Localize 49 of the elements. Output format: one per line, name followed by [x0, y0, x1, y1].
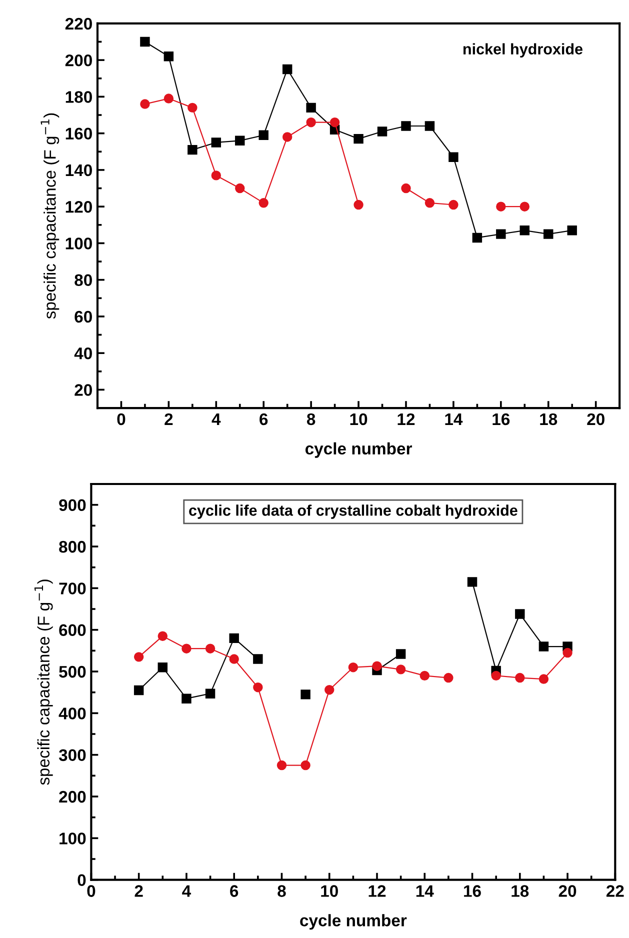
y-tick-label: 200: [59, 790, 86, 803]
x-tick-label: 16: [492, 413, 510, 426]
y-tick-label: 160: [66, 128, 92, 140]
y-tick-label: 100: [60, 832, 86, 844]
y-tick-label: 20: [74, 384, 92, 396]
x-tick-label: 12: [398, 413, 415, 425]
y-axis-title: specific capacitance (F g$^{−1}$): [34, 580, 53, 785]
y-tick-label: 400: [58, 708, 86, 720]
y-tick-label: 80: [74, 274, 92, 286]
y-tick-label: 100: [66, 238, 92, 250]
x-tick-label: 14: [416, 885, 434, 897]
y-tick-label: 180: [66, 91, 92, 103]
y-tick-label: 900: [59, 499, 86, 512]
y-tick-label: 500: [59, 666, 86, 678]
x-tick-label: 14: [445, 414, 463, 425]
x-axis-title: cycle number: [305, 442, 412, 458]
y-tick-label: 700: [59, 582, 86, 594]
x-tick-label: 8: [278, 885, 286, 897]
y-tick-label: 120: [66, 200, 92, 213]
y-tick-label: 300: [58, 749, 86, 762]
x-tick-label: 2: [134, 885, 143, 897]
x-tick-label: 4: [212, 414, 221, 425]
y-tick-label: 60: [74, 310, 92, 323]
y-tick-label: 220: [65, 18, 92, 30]
x-tick-label: 10: [321, 885, 338, 897]
x-tick-label: 16: [464, 885, 481, 897]
y-tick-label: 600: [59, 624, 86, 636]
y-tick-label: 800: [59, 540, 86, 553]
x-tick-label: 18: [540, 413, 558, 426]
x-axis-title: cycle number: [300, 914, 407, 930]
x-tick-label: 8: [306, 413, 316, 426]
x-tick-label: 20: [558, 885, 576, 897]
y-axis-title: specific capacitance (F g$^{−1}$): [40, 113, 60, 319]
x-tick-label: 2: [164, 413, 173, 425]
x-tick-label: 12: [368, 885, 386, 897]
x-tick-label: 18: [512, 885, 529, 897]
x-tick-label: 4: [182, 885, 192, 897]
x-tick-label: 0: [117, 413, 126, 426]
y-tick-label: 200: [65, 54, 92, 66]
x-tick-label: 6: [230, 885, 238, 897]
x-tick-label: 10: [350, 413, 368, 426]
x-tick-label: 22: [606, 885, 624, 897]
annotation: nickel hydroxide: [463, 43, 583, 58]
x-tick-label: 20: [587, 413, 604, 426]
x-tick-label: 6: [260, 413, 268, 426]
y-tick-label: 40: [74, 347, 92, 360]
y-tick-label: 140: [66, 164, 92, 176]
annotation: cyclic life data of crystalline cobalt hydroxide: [189, 504, 518, 519]
y-tick-label: 0: [78, 874, 86, 886]
